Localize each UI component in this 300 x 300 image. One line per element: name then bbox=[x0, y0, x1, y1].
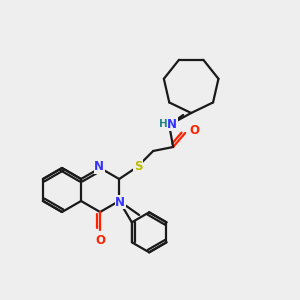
Text: N: N bbox=[167, 118, 177, 130]
Text: O: O bbox=[95, 234, 105, 247]
Text: N: N bbox=[94, 160, 104, 173]
Text: O: O bbox=[189, 124, 199, 137]
Text: H: H bbox=[159, 119, 167, 129]
Text: S: S bbox=[134, 160, 142, 172]
Text: N: N bbox=[115, 196, 125, 208]
